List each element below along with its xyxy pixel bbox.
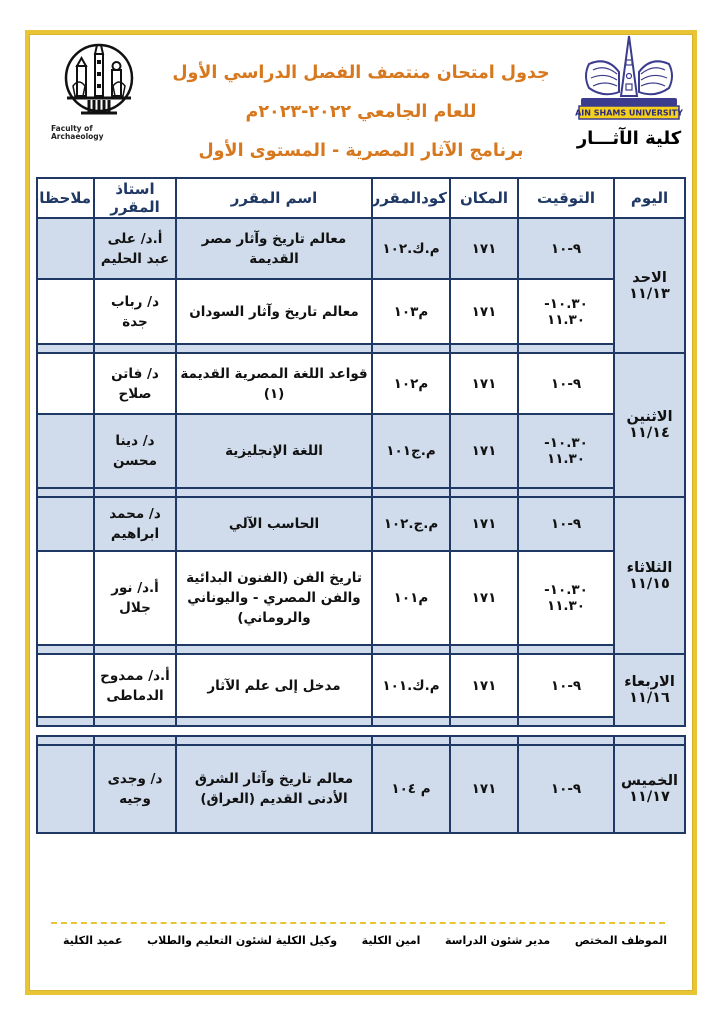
table-row: الاحد ١١/١٣ ٩-١٠ ١٧١ م.ك.١٠٢ معالم تاريخ… bbox=[36, 217, 686, 354]
separator-row bbox=[36, 343, 685, 354]
page-title-line-1: جدول امتحان منتصف الفصل الدراسي الأول bbox=[172, 63, 550, 83]
separator-row bbox=[36, 716, 685, 727]
time-cell: ٩-١٠ bbox=[517, 496, 615, 552]
time-cell: ٩-١٠ bbox=[517, 653, 615, 718]
separator-row bbox=[36, 487, 685, 498]
university-logo-icon: AIN SHAMS UNIVERSITY bbox=[575, 35, 683, 120]
course-cell: معالم تاريخ وآثار مصر القديمة bbox=[175, 217, 373, 280]
separator-row bbox=[36, 644, 685, 655]
page-frame: Faculty of Archaeology جدول امتحان منتصف… bbox=[25, 30, 697, 995]
time-cell: ١٠.٣٠- ١١.٣٠ bbox=[517, 413, 615, 489]
col-header-code: كودالمقرر bbox=[371, 177, 451, 219]
course-cell: اللغة الإنجليزية bbox=[175, 413, 373, 489]
time-cell: ١٠.٣٠- ١١.٣٠ bbox=[517, 278, 615, 345]
signatures-row: الموظف المختص مدير شئون الدراسة امين الك… bbox=[63, 934, 667, 947]
code-cell: م١٠١ bbox=[371, 550, 451, 646]
signature-study-affairs-director: مدير شئون الدراسة bbox=[445, 934, 551, 947]
table-row: ١٠.٣٠- ١١.٣٠ ١٧١ م١٠١ تاريخ الفن (الفنون… bbox=[36, 550, 685, 646]
page-header: Faculty of Archaeology جدول امتحان منتصف… bbox=[29, 34, 693, 179]
day-cell: الاثنين ١١/١٤ bbox=[613, 352, 686, 498]
university-logo-caption: كلية الآثـــار bbox=[576, 128, 682, 149]
notes-cell bbox=[36, 653, 95, 718]
professor-cell: د/ رباب جدة bbox=[93, 278, 177, 345]
code-cell: م.ك.١٠٢ bbox=[371, 217, 451, 280]
notes-cell bbox=[36, 278, 95, 345]
place-cell: ١٧١ bbox=[449, 278, 519, 345]
table-header-row: اليوم التوقيت المكان كودالمقرر اسم المقر… bbox=[36, 177, 686, 219]
signature-specialist-employee: الموظف المختص bbox=[574, 934, 667, 947]
course-cell: تاريخ الفن (الفنون البدائية والفن المصري… bbox=[175, 550, 373, 646]
table-row: الخميس ١١/١٧ ٩-١٠ ١٧١ م ١٠٤ معالم تاريخ … bbox=[36, 744, 686, 834]
schedule-table-thursday: الخميس ١١/١٧ ٩-١٠ ١٧١ م ١٠٤ معالم تاريخ … bbox=[36, 735, 686, 834]
day-cell: الثلاثاء ١١/١٥ bbox=[613, 496, 686, 655]
professor-cell: د/ دينا محسن bbox=[93, 413, 177, 489]
faculty-logo-caption: Faculty of Archaeology bbox=[51, 124, 104, 141]
table-row: الاربعاء ١١/١٦ ٩-١٠ ١٧١ م.ك.١٠١ مدخل إلى… bbox=[36, 653, 686, 727]
col-header-notes: ملاحظات bbox=[36, 177, 95, 219]
code-cell: م١٠٢ bbox=[371, 352, 451, 415]
place-cell: ١٧١ bbox=[449, 744, 519, 834]
day-cell: الاربعاء ١١/١٦ bbox=[613, 653, 686, 727]
page-title-line-2: للعام الجامعي ٢٠٢٢-٢٠٢٣م bbox=[245, 102, 477, 122]
col-header-day: اليوم bbox=[613, 177, 686, 219]
notes-cell bbox=[36, 744, 95, 834]
notes-cell bbox=[36, 496, 95, 552]
time-cell: ١٠.٣٠- ١١.٣٠ bbox=[517, 550, 615, 646]
notes-cell bbox=[36, 550, 95, 646]
page-title-line-3: برنامج الآثار المصرية - المستوى الأول bbox=[198, 141, 524, 161]
separator-row bbox=[36, 735, 686, 746]
course-cell: معالم تاريخ وآثار الشرق الأدنى القديم (ا… bbox=[175, 744, 373, 834]
notes-cell bbox=[36, 217, 95, 280]
course-cell: معالم تاريخ وآثار السودان bbox=[175, 278, 373, 345]
place-cell: ١٧١ bbox=[449, 550, 519, 646]
code-cell: م.ك.١٠١ bbox=[371, 653, 451, 718]
professor-cell: أ.د/ على عبد الحليم bbox=[93, 217, 177, 280]
faculty-of-archaeology-logo: Faculty of Archaeology bbox=[51, 42, 147, 141]
code-cell: م١٠٣ bbox=[371, 278, 451, 345]
notes-cell bbox=[36, 352, 95, 415]
time-cell: ٩-١٠ bbox=[517, 217, 615, 280]
col-header-professor: استاذ المقرر bbox=[93, 177, 177, 219]
table-row: الاثنين ١١/١٤ ٩-١٠ ١٧١ م١٠٢ قواعد اللغة … bbox=[36, 352, 686, 498]
professor-cell: د/ فاتن صلاح bbox=[93, 352, 177, 415]
place-cell: ١٧١ bbox=[449, 217, 519, 280]
professor-cell: د/ وجدى وجيه bbox=[93, 744, 177, 834]
professor-cell: أ.د/ ممدوح الدماطى bbox=[93, 653, 177, 718]
table-row: ١٠.٣٠- ١١.٣٠ ١٧١ م.ج١٠١ اللغة الإنجليزية… bbox=[36, 413, 685, 489]
table-row: الثلاثاء ١١/١٥ ٩-١٠ ١٧١ م.ج.١٠٢ الحاسب ا… bbox=[36, 496, 686, 655]
day-cell: الخميس ١١/١٧ bbox=[613, 744, 686, 834]
code-cell: م ١٠٤ bbox=[371, 744, 451, 834]
col-header-course: اسم المقرر bbox=[175, 177, 373, 219]
place-cell: ١٧١ bbox=[449, 653, 519, 718]
col-header-time: التوقيت bbox=[517, 177, 615, 219]
course-cell: قواعد اللغة المصرية القديمة (١) bbox=[175, 352, 373, 415]
code-cell: م.ج١٠١ bbox=[371, 413, 451, 489]
place-cell: ١٧١ bbox=[449, 413, 519, 489]
day-cell: الاحد ١١/١٣ bbox=[613, 217, 686, 354]
place-cell: ١٧١ bbox=[449, 352, 519, 415]
table-row: ١٠.٣٠- ١١.٣٠ ١٧١ م١٠٣ معالم تاريخ وآثار … bbox=[36, 278, 685, 345]
code-cell: م.ج.١٠٢ bbox=[371, 496, 451, 552]
course-cell: مدخل إلى علم الآثار bbox=[175, 653, 373, 718]
ain-shams-university-logo: AIN SHAMS UNIVERSITY كلية الآثـــار bbox=[571, 34, 687, 149]
signature-divider-line bbox=[51, 922, 665, 924]
time-cell: ٩-١٠ bbox=[517, 352, 615, 415]
course-cell: الحاسب الآلي bbox=[175, 496, 373, 552]
place-cell: ١٧١ bbox=[449, 496, 519, 552]
signature-college-secretary: امين الكلية bbox=[361, 934, 421, 947]
professor-cell: أ.د/ نور جلال bbox=[93, 550, 177, 646]
time-cell: ٩-١٠ bbox=[517, 744, 615, 834]
signature-vice-dean: وكيل الكلية لشئون التعليم والطلاب bbox=[147, 934, 338, 947]
schedule-table: اليوم التوقيت المكان كودالمقرر اسم المقر… bbox=[36, 177, 686, 727]
col-header-place: المكان bbox=[449, 177, 519, 219]
faculty-logo-icon bbox=[64, 43, 134, 115]
university-banner-text: AIN SHAMS UNIVERSITY bbox=[575, 109, 683, 118]
signature-dean: عميد الكلية bbox=[63, 934, 123, 947]
title-block: جدول امتحان منتصف الفصل الدراسي الأول لل… bbox=[169, 54, 553, 171]
notes-cell bbox=[36, 413, 95, 489]
professor-cell: د/ محمد ابراهيم bbox=[93, 496, 177, 552]
